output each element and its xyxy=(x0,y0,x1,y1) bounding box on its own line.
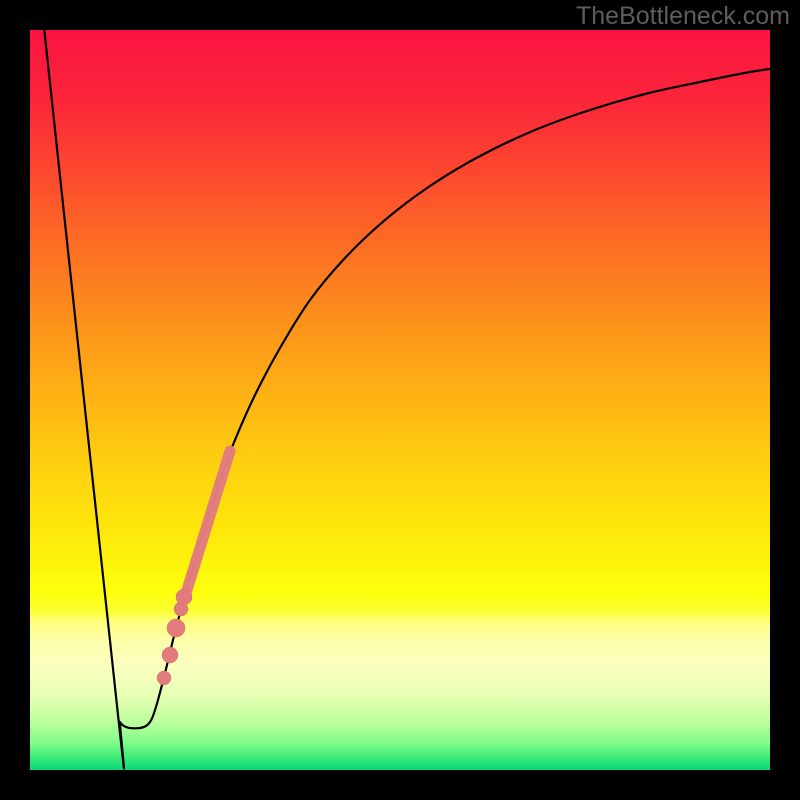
watermark-text: TheBottleneck.com xyxy=(576,2,790,31)
plot-gradient-background xyxy=(30,30,770,770)
marker-circle xyxy=(157,671,171,685)
marker-circle xyxy=(176,589,192,605)
chart-svg xyxy=(0,0,800,800)
chart-frame: TheBottleneck.com xyxy=(0,0,800,800)
marker-circle xyxy=(167,619,185,637)
marker-circle xyxy=(162,647,178,663)
